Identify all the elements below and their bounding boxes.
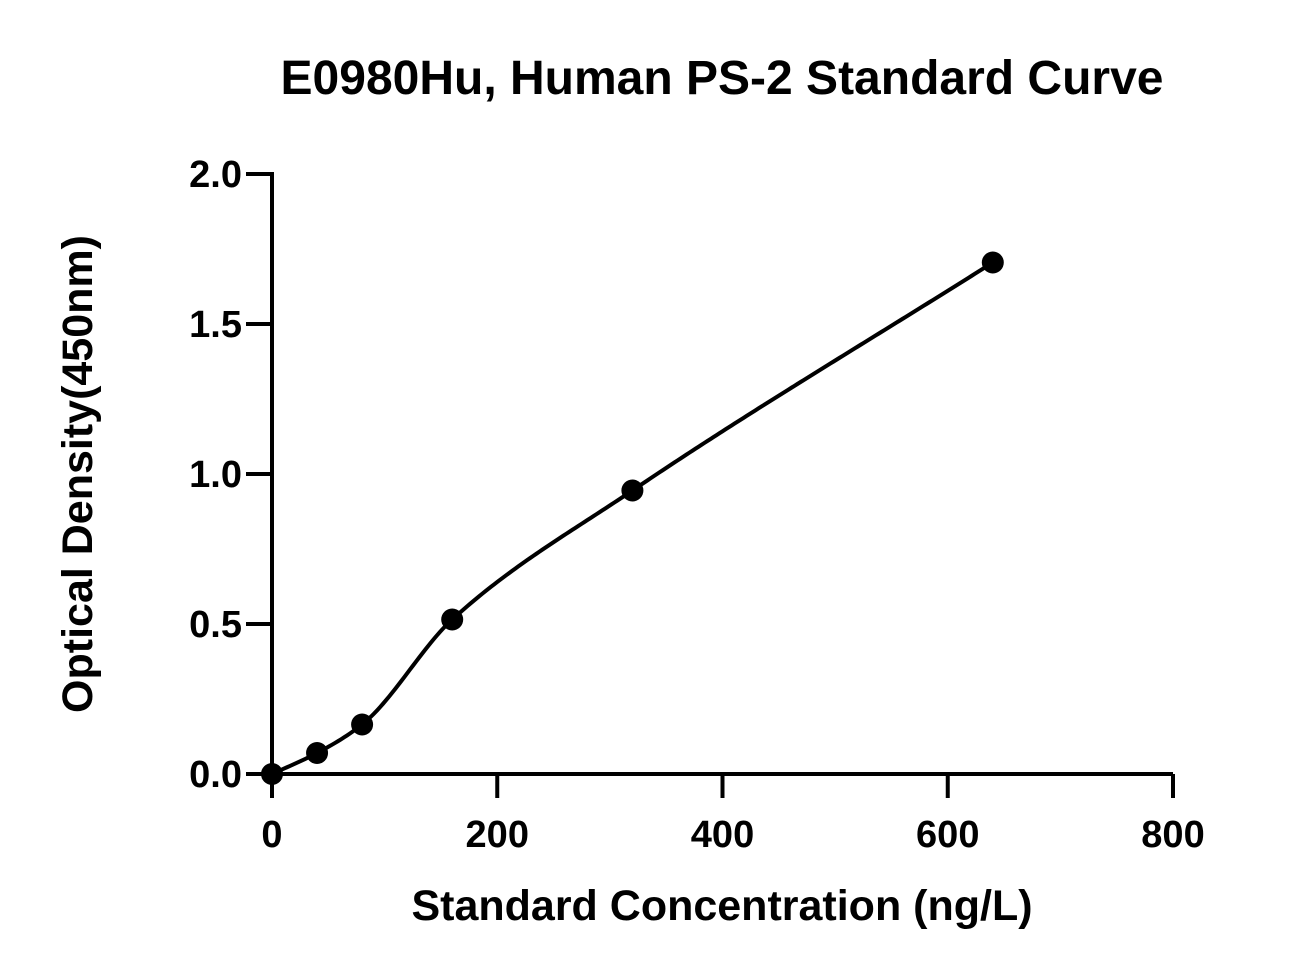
y-tick-label: 0.5 — [189, 604, 242, 646]
x-tick-label: 0 — [261, 814, 282, 856]
data-point — [981, 251, 1004, 274]
x-tick-label: 400 — [691, 814, 754, 856]
y-tick-label: 1.5 — [189, 304, 242, 346]
x-tick-label: 600 — [916, 814, 979, 856]
y-axis-ticks: 0.0 0.5 1.0 1.5 2.0 — [189, 154, 272, 796]
y-tick-label: 1.0 — [189, 454, 242, 496]
data-point — [621, 479, 644, 502]
x-tick-label: 200 — [466, 814, 529, 856]
data-point — [441, 608, 464, 631]
data-point — [306, 742, 329, 764]
y-tick-label: 0.0 — [189, 754, 242, 796]
y-tick-label: 2.0 — [189, 154, 242, 196]
data-points — [261, 251, 1004, 785]
data-point — [261, 763, 283, 785]
x-axis-ticks: 0 200 400 600 800 — [261, 774, 1205, 856]
x-tick-label: 800 — [1141, 814, 1204, 856]
chart-title: E0980Hu, Human PS-2 Standard Curve — [281, 52, 1164, 105]
y-axis-label: Optical Density(450nm) — [54, 235, 102, 713]
fit-curve — [271, 260, 994, 776]
x-axis-label: Standard Concentration (ng/L) — [411, 882, 1032, 930]
data-point — [351, 713, 374, 736]
